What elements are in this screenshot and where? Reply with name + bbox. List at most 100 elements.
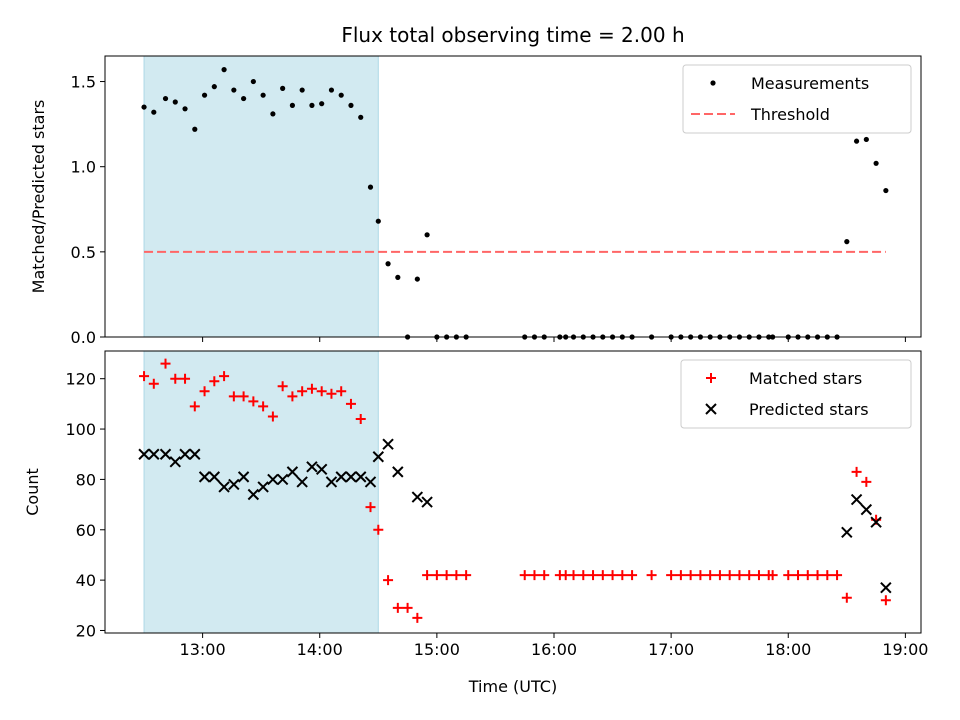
matched-star-point: [306, 383, 317, 394]
predicted-star-point: [355, 471, 367, 483]
predicted-star-point: [841, 526, 853, 538]
legend: Measurements Threshold: [682, 64, 912, 134]
matched-star-point: [802, 570, 813, 581]
matched-star-point: [767, 570, 778, 581]
y-tick-label: 20: [76, 621, 96, 640]
matched-star-point: [832, 570, 843, 581]
matched-star-point: [617, 570, 628, 581]
legend-label: Threshold: [750, 105, 830, 124]
matched-star-point: [258, 401, 269, 412]
matched-star-point: [180, 373, 191, 384]
shaded-interval: [143, 55, 379, 338]
measurement-point: [182, 106, 188, 112]
axes-frame: [104, 55, 922, 338]
predicted-star-point: [850, 493, 863, 506]
measurement-point: [309, 102, 315, 108]
measurement-point: [385, 261, 391, 267]
legend-frame: [680, 359, 912, 429]
matched-star-point: [607, 570, 618, 581]
x-tick-label: 17:00: [648, 640, 694, 659]
measurement-point: [192, 126, 198, 132]
predicted-star-point: [276, 473, 289, 486]
measurement-point: [211, 84, 217, 90]
matched-star-point: [685, 570, 696, 581]
y-tick-label: 60: [76, 521, 96, 540]
predicted-star-point: [315, 463, 328, 476]
matched-star-point: [267, 411, 278, 422]
matched-star-point: [861, 476, 872, 487]
legend-label: Predicted stars: [749, 400, 869, 419]
matched-star-point: [139, 371, 150, 382]
matched-star-point: [189, 401, 200, 412]
y-axis-label: Matched/Predicted stars: [29, 100, 48, 294]
matched-star-point: [336, 386, 347, 397]
matched-star-point: [812, 570, 823, 581]
matched-star-point: [287, 391, 298, 402]
measurement-point: [260, 92, 266, 98]
predicted-star-point: [286, 466, 299, 478]
predicted-star-point: [228, 478, 240, 491]
predicted-star-point: [860, 503, 873, 516]
predicted-star-point: [198, 471, 211, 483]
predicted-star-point: [382, 438, 394, 450]
measurement-point: [231, 87, 237, 93]
matched-star-point: [705, 570, 716, 581]
measurement-point: [873, 160, 879, 166]
predicted-star-point: [345, 471, 357, 483]
matched-star-point: [402, 602, 413, 613]
matched-star-point: [326, 388, 337, 399]
matched-star-point: [199, 386, 210, 397]
legend-label: Measurements: [751, 74, 869, 93]
matched-star-point: [365, 502, 376, 513]
matched-star-point: [822, 570, 833, 581]
predicted-star-point: [392, 466, 404, 478]
legend: Matched stars Predicted stars: [680, 359, 912, 429]
measurement-point: [172, 99, 178, 105]
matched-star-point: [519, 570, 530, 581]
bottom-axes-count: 13:00 14:00 15:00 16:00 17:00 18:00 19:00 20 40 6…: [23, 350, 928, 696]
measurement-point: [414, 276, 420, 282]
matched-star-point: [666, 570, 677, 581]
matched-star-point: [238, 391, 249, 402]
legend-frame: [682, 64, 912, 134]
measurement-point: [151, 109, 157, 115]
matched-star-point: [219, 371, 230, 382]
matched-star-point: [744, 570, 755, 581]
legend-predicted-marker: [705, 403, 717, 415]
legend-matched-marker: [706, 373, 716, 383]
y-tick-label: 1.5: [71, 73, 96, 92]
predicted-star-point: [325, 476, 338, 488]
measurement-point: [162, 95, 169, 102]
predicted-star-point: [364, 476, 377, 488]
predicted-star-point: [257, 481, 269, 493]
measurement-point: [367, 184, 374, 190]
shaded-interval: [143, 350, 379, 634]
predicted-star-point: [148, 448, 160, 460]
matched-star-point: [695, 570, 706, 581]
matched-star-point: [568, 570, 579, 581]
matched-star-point: [297, 386, 308, 397]
matched-star-point: [841, 592, 852, 603]
predicted-star-point: [189, 448, 201, 460]
y-tick-label: 100: [65, 420, 96, 439]
x-tick-label: 13:00: [180, 640, 226, 659]
measurement-point: [241, 95, 247, 102]
predicted-star-point: [296, 476, 308, 488]
legend-measurements-marker: [710, 80, 716, 86]
matched-star-point: [431, 570, 442, 581]
predicted-star-point: [411, 491, 424, 503]
matched-star-point: [627, 570, 638, 581]
matched-star-point: [851, 466, 862, 477]
measurement-point: [883, 187, 889, 194]
y-tick-label: 0.5: [71, 243, 96, 262]
measurement-point: [328, 87, 335, 93]
matched-star-point: [316, 386, 327, 397]
matched-star-point: [588, 570, 599, 581]
matched-star-point: [209, 376, 220, 387]
predicted-star-point: [208, 471, 221, 483]
matched-star-point: [248, 396, 259, 407]
matched-star-point: [597, 570, 608, 581]
matched-star-point: [422, 570, 433, 581]
predicted-star-point: [138, 448, 150, 460]
matched-star-point: [578, 570, 589, 581]
